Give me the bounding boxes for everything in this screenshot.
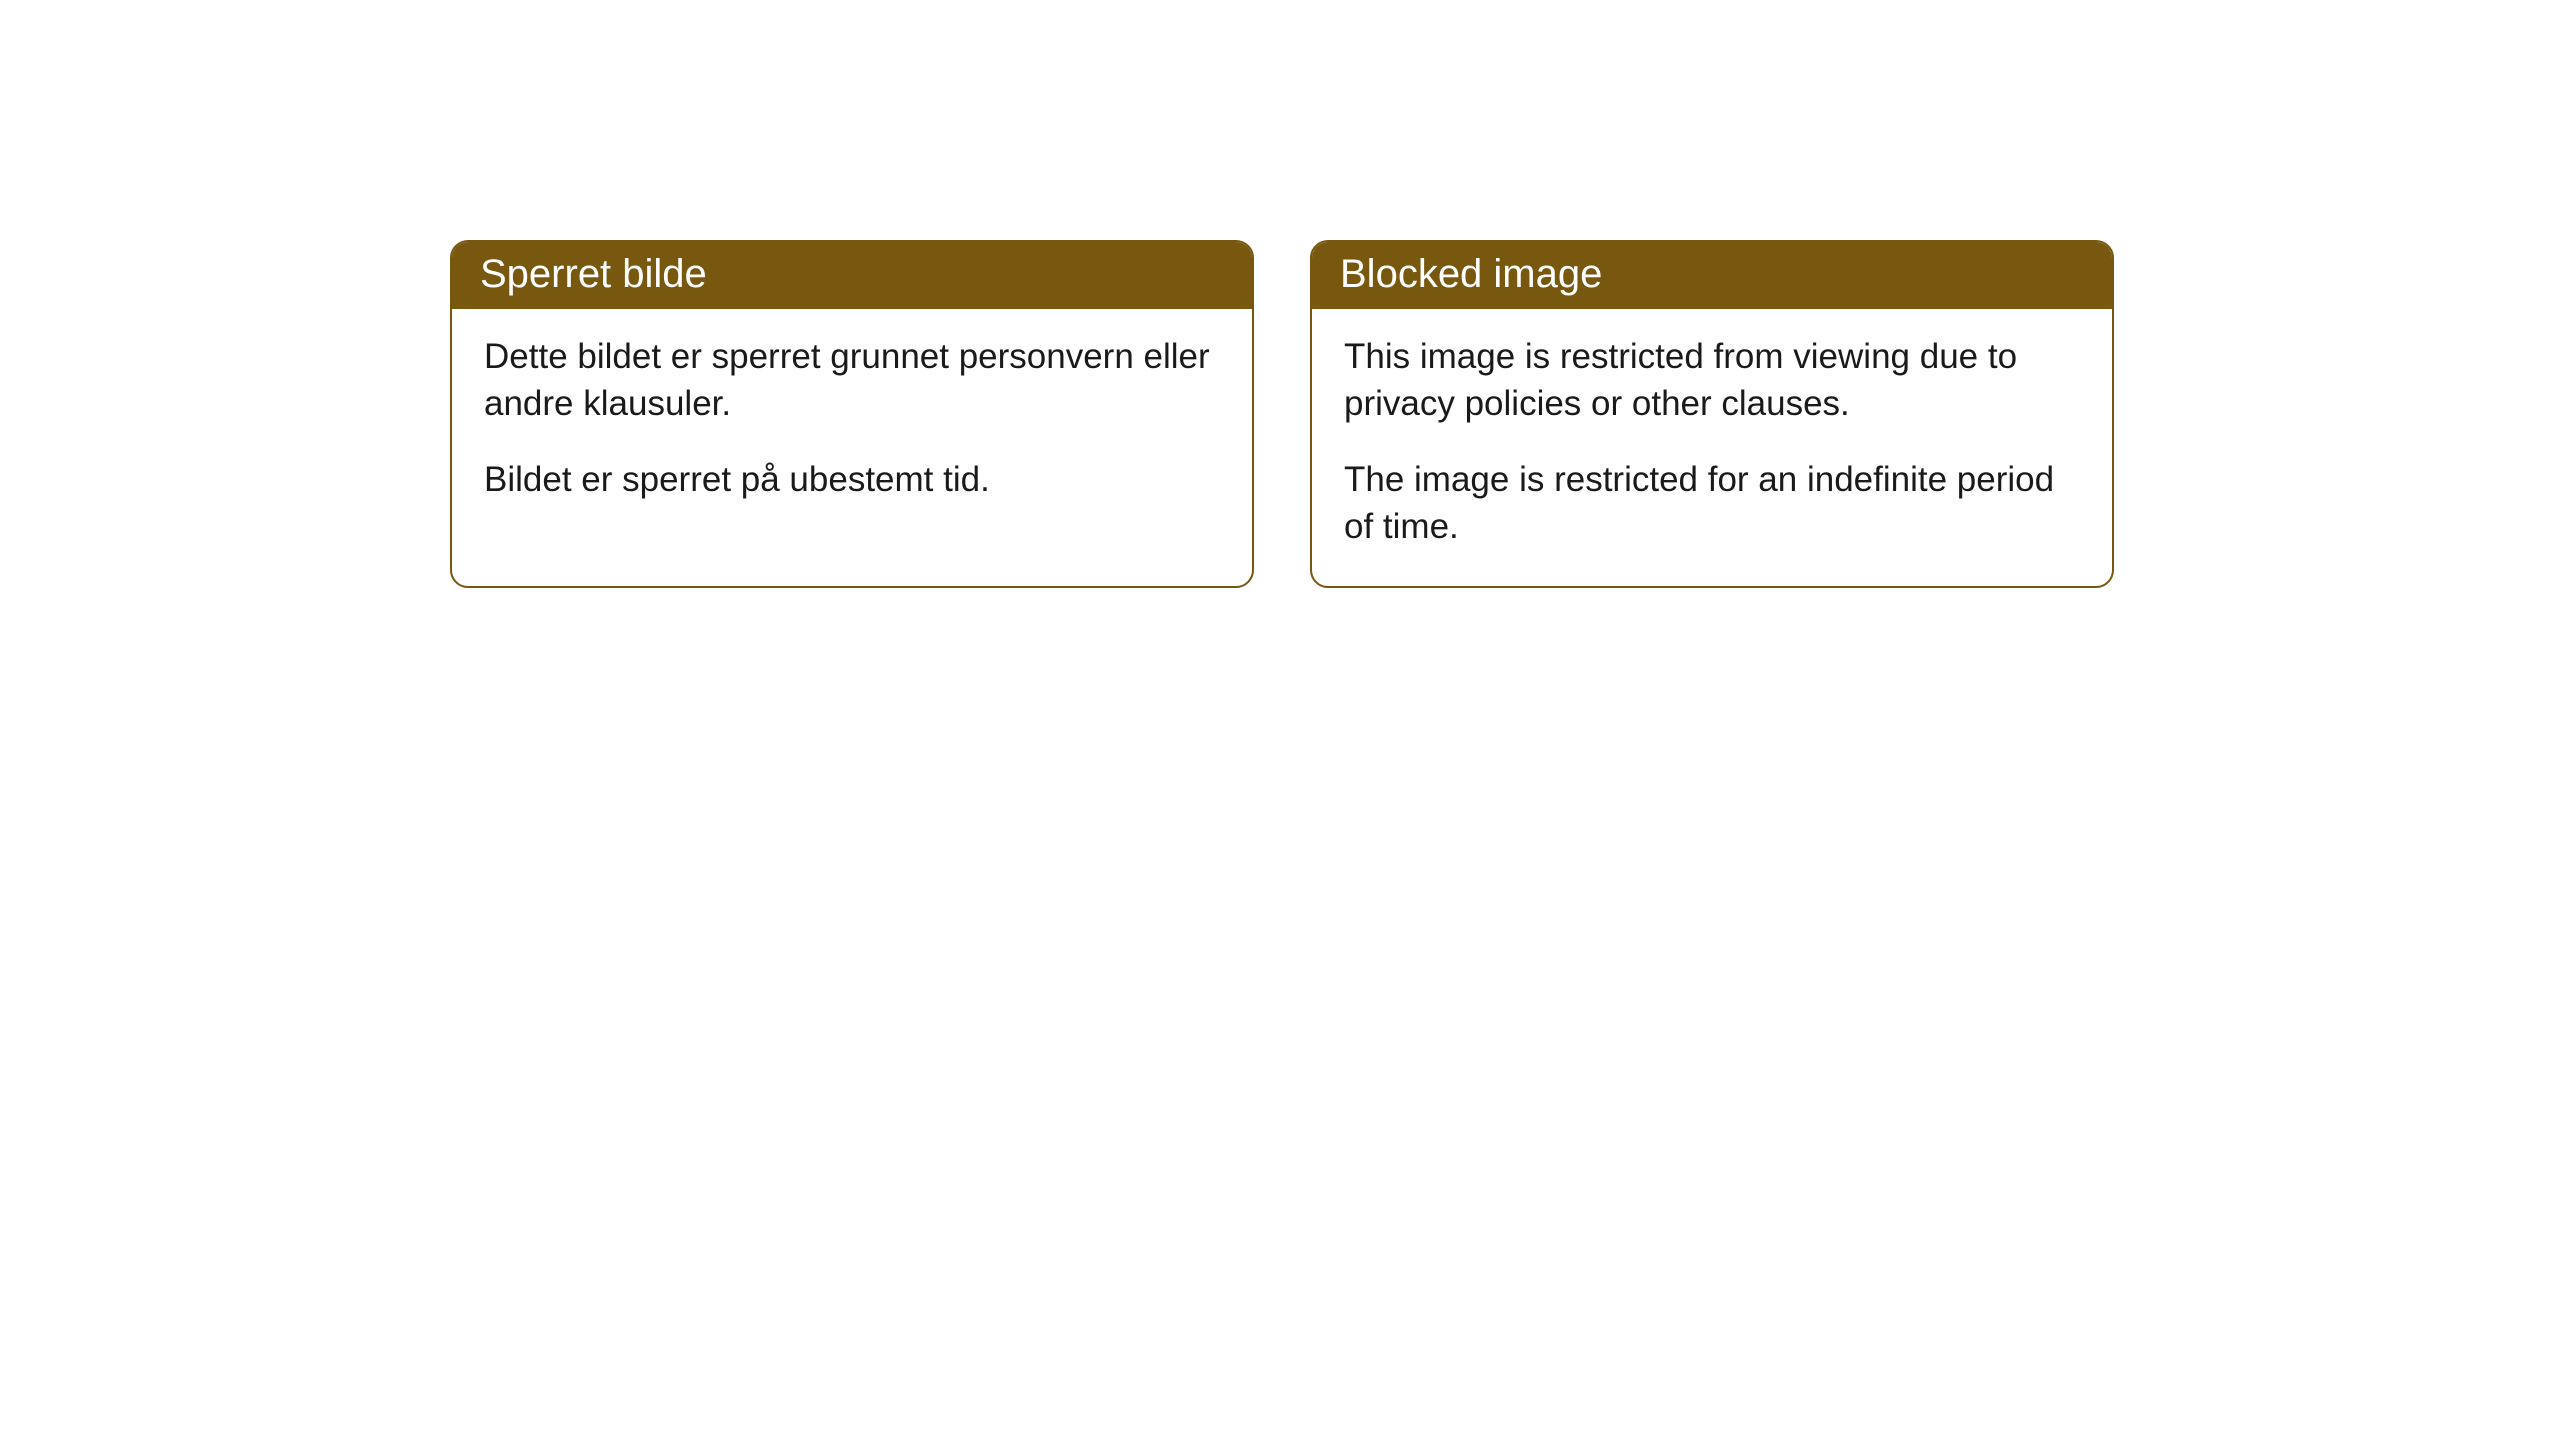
card-header: Sperret bilde	[452, 242, 1252, 309]
card-body: This image is restricted from viewing du…	[1312, 309, 2112, 586]
card-body: Dette bildet er sperret grunnet personve…	[452, 309, 1252, 539]
notice-card-english: Blocked image This image is restricted f…	[1310, 240, 2114, 588]
notice-cards-container: Sperret bilde Dette bildet er sperret gr…	[450, 240, 2560, 588]
card-paragraph: The image is restricted for an indefinit…	[1344, 456, 2080, 551]
notice-card-norwegian: Sperret bilde Dette bildet er sperret gr…	[450, 240, 1254, 588]
card-header: Blocked image	[1312, 242, 2112, 309]
card-title: Sperret bilde	[480, 252, 707, 296]
card-paragraph: Bildet er sperret på ubestemt tid.	[484, 456, 1220, 503]
card-title: Blocked image	[1340, 252, 1602, 296]
card-paragraph: This image is restricted from viewing du…	[1344, 333, 2080, 428]
card-paragraph: Dette bildet er sperret grunnet personve…	[484, 333, 1220, 428]
